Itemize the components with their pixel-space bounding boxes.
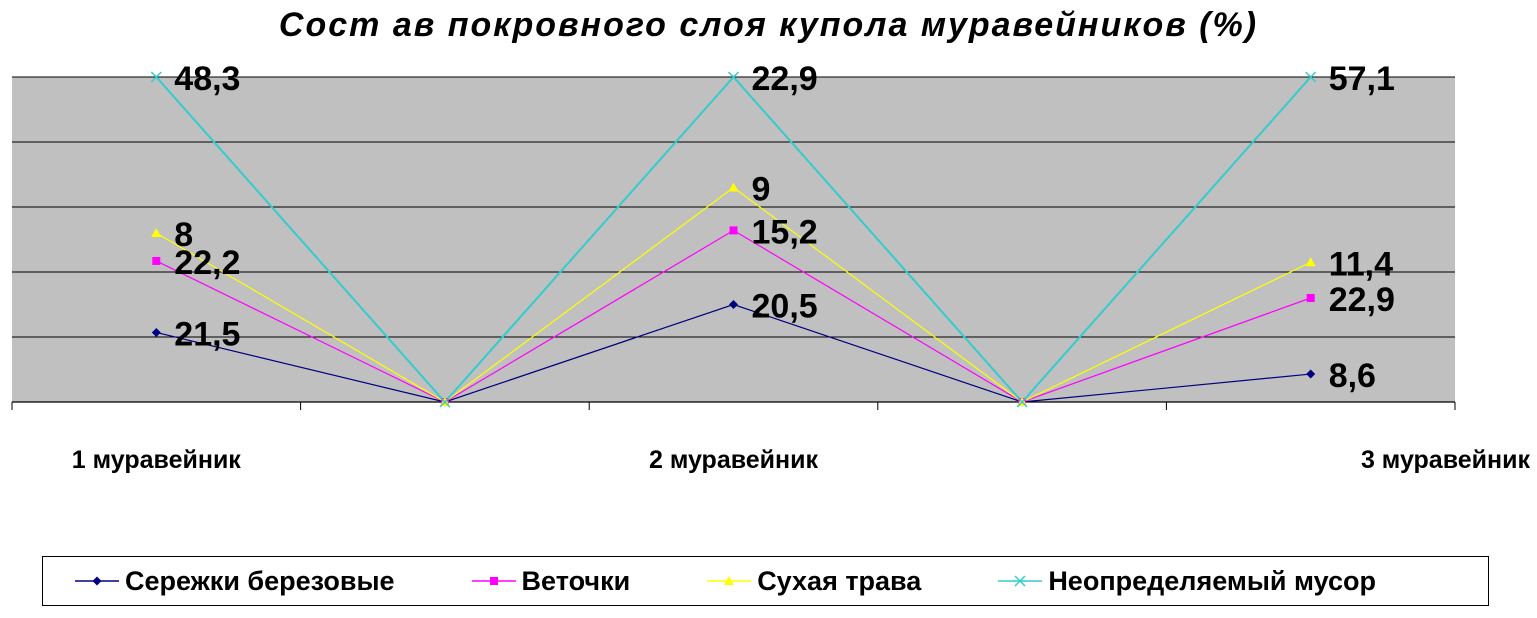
legend-swatch xyxy=(998,575,1043,587)
category-label: 2 муравейник xyxy=(649,446,819,474)
data-point xyxy=(1305,257,1316,267)
gridlines xyxy=(12,76,1455,338)
data-label: 22,9 xyxy=(752,60,818,98)
legend-swatch xyxy=(707,576,752,585)
legend: Сережки березовые Веточки Сухая трава Неопр… xyxy=(42,556,1489,606)
data-label: 20,5 xyxy=(752,288,818,326)
data-label: 8 xyxy=(174,216,193,254)
data-point xyxy=(152,256,161,265)
data-point xyxy=(1306,294,1315,302)
data-point xyxy=(1306,369,1316,379)
data-point xyxy=(727,71,740,83)
data-point xyxy=(728,182,739,192)
legend-marker xyxy=(489,577,498,585)
legend-marker xyxy=(724,576,735,585)
data-label: 8,6 xyxy=(1329,357,1376,395)
series-markers xyxy=(150,71,1317,408)
data-point xyxy=(1305,71,1317,83)
data-label: 9 xyxy=(752,171,771,209)
category-label: 1 муравейник xyxy=(72,446,242,474)
category-label: 3 муравейник xyxy=(1361,446,1531,474)
legend-marker xyxy=(92,576,102,586)
legend-item: Сережки березовые xyxy=(73,566,395,597)
legend-label: Веточки xyxy=(521,565,631,596)
legend-item: Неопределяемый мусор xyxy=(996,566,1376,597)
legend-label: Сережки березовые xyxy=(125,565,395,596)
legend-marker xyxy=(1014,575,1026,587)
data-point xyxy=(151,228,162,237)
data-point xyxy=(729,226,738,235)
legend-item: Веточки xyxy=(470,565,631,597)
x-axis xyxy=(11,401,1456,410)
legend-item: Сухая трава xyxy=(705,566,921,597)
data-point xyxy=(439,396,451,408)
data-label: 57,1 xyxy=(1329,60,1395,98)
category-labels: 1 муравейник 2 муравейник 3 муравейник xyxy=(72,446,1531,474)
data-label: 22,9 xyxy=(1329,281,1395,319)
data-label: 21,5 xyxy=(174,315,240,353)
data-label: 11,4 xyxy=(1329,245,1393,283)
data-label: 22,2 xyxy=(174,244,240,282)
legend-label: Неопределяемый мусор xyxy=(1048,565,1376,596)
legend-swatch xyxy=(75,576,119,586)
data-labels: 21,5 20,5 8,6 22,2 15,2 22,9 8 9 11,4 48,3 22,9 57,… xyxy=(174,60,1395,395)
data-label: 15,2 xyxy=(752,213,818,251)
chart-title: Сост ав покровного слоя купола муравейни… xyxy=(278,6,1259,44)
data-point xyxy=(1016,396,1028,408)
data-point xyxy=(150,71,162,83)
plot-area xyxy=(12,77,1455,402)
data-label: 48,3 xyxy=(174,60,240,98)
data-point xyxy=(151,327,161,337)
legend-label: Сухая трава xyxy=(757,565,922,596)
data-point xyxy=(729,300,738,309)
legend-swatch xyxy=(471,577,516,585)
